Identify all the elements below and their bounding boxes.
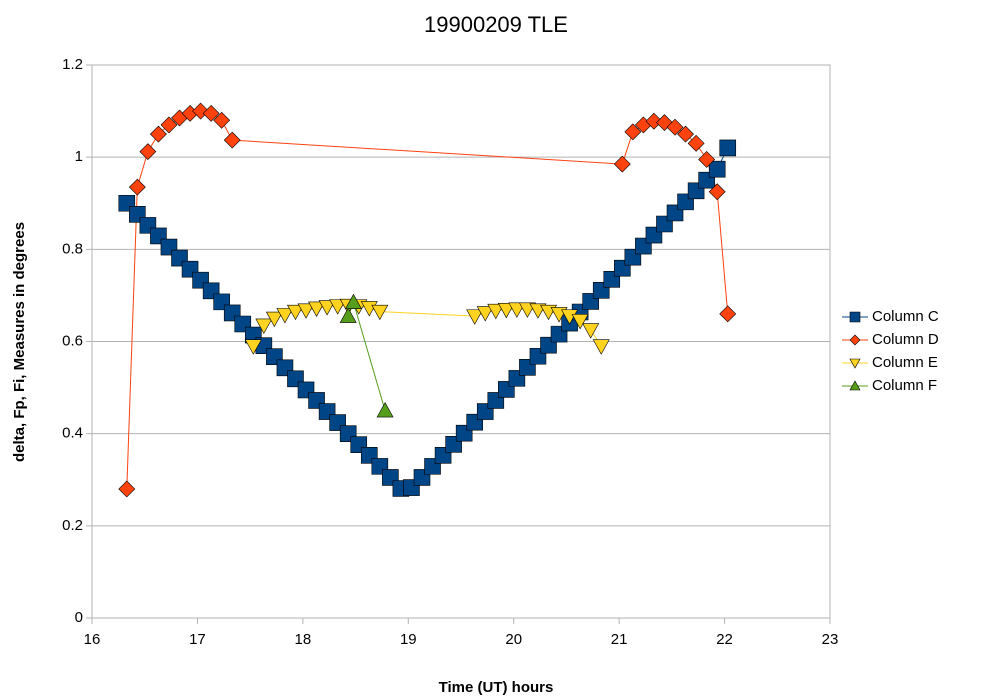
point — [677, 125, 694, 143]
x-tick-label: 16 — [84, 631, 101, 648]
point — [244, 339, 262, 355]
y-tick-label: 0.4 — [62, 425, 83, 442]
x-tick-label: 23 — [822, 631, 839, 648]
legend-label: Column D — [872, 331, 939, 348]
point — [297, 303, 315, 319]
legend-label: Column C — [872, 308, 939, 325]
y-tick-label: 0 — [75, 609, 83, 626]
point — [708, 183, 726, 201]
x-tick-label: 19 — [400, 631, 417, 648]
point — [708, 160, 726, 178]
point — [344, 293, 362, 310]
point — [308, 301, 326, 317]
point — [160, 116, 178, 134]
point — [487, 303, 505, 320]
point — [571, 314, 589, 330]
point — [371, 304, 389, 321]
legend-marker — [849, 334, 861, 346]
point — [624, 123, 642, 141]
x-tick-label: 17 — [189, 631, 206, 648]
point — [497, 303, 515, 319]
point — [719, 305, 737, 323]
x-tick-label: 18 — [295, 631, 312, 648]
x-tick-label: 22 — [716, 631, 733, 648]
point — [223, 131, 241, 149]
y-tick-label: 1 — [75, 148, 83, 165]
point — [466, 309, 484, 325]
point — [719, 139, 737, 157]
y-axis-label: delta, Fp, Fi, Measures in degrees — [11, 222, 28, 462]
point — [286, 304, 304, 321]
point — [118, 480, 136, 498]
legend-marker — [849, 358, 861, 369]
y-tick-label: 0.2 — [62, 517, 83, 534]
point — [613, 155, 631, 173]
point — [339, 307, 357, 323]
point — [582, 323, 600, 339]
point — [276, 308, 294, 324]
x-tick-label: 21 — [611, 631, 628, 648]
legend-label: Column E — [872, 354, 938, 371]
point — [592, 339, 610, 355]
point — [202, 104, 220, 122]
point — [149, 125, 167, 143]
point — [213, 111, 231, 129]
point — [255, 318, 273, 334]
point — [687, 134, 705, 152]
point — [318, 300, 336, 316]
point — [666, 118, 684, 136]
point — [645, 112, 663, 130]
series-line — [126, 110, 729, 489]
y-tick-label: 0.6 — [62, 332, 83, 349]
legend-label: Column F — [872, 377, 937, 394]
chart-title: 19900209 TLE — [424, 12, 568, 37]
y-tick-label: 0.8 — [62, 240, 83, 257]
point — [329, 299, 347, 315]
y-tick-label: 1.2 — [62, 56, 83, 73]
legend-marker — [849, 311, 861, 323]
point — [698, 151, 716, 168]
point — [128, 178, 146, 196]
point — [265, 311, 283, 328]
x-axis-label: Time (UT) hours — [439, 679, 554, 696]
point — [139, 143, 157, 161]
point — [376, 402, 394, 418]
x-tick-label: 20 — [505, 631, 522, 648]
point — [476, 306, 494, 322]
legend-marker — [849, 380, 861, 391]
point — [508, 302, 526, 318]
